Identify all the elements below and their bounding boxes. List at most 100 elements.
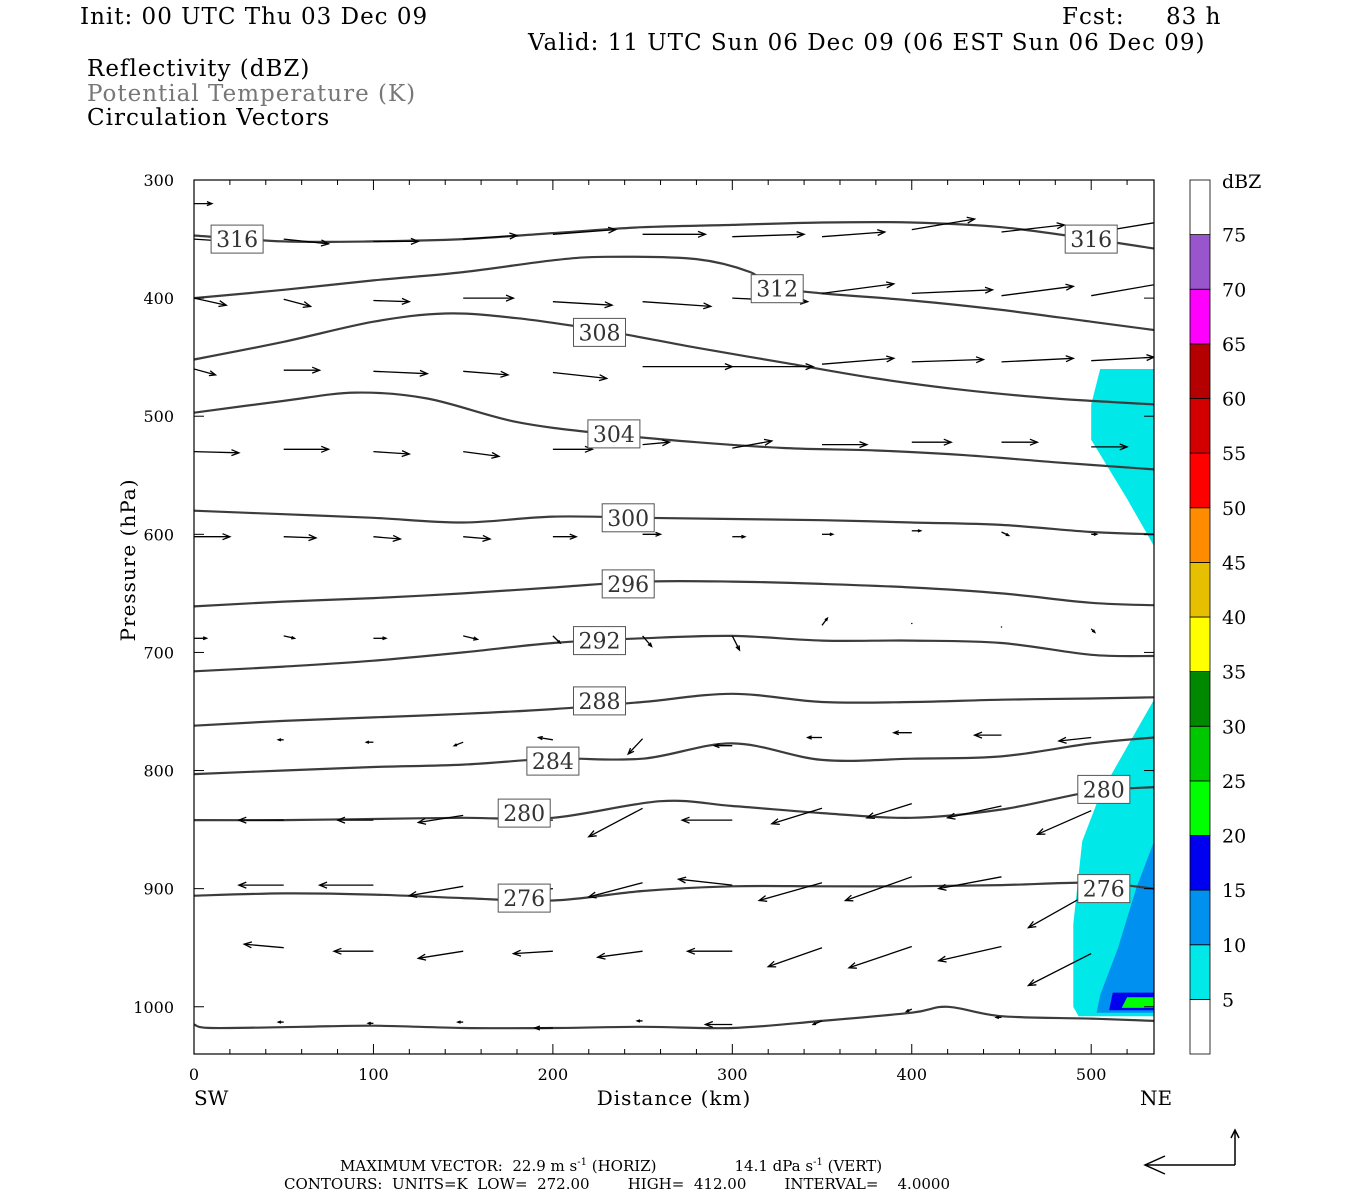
circulation-vector (1001, 222, 1067, 233)
y-tick-label: 300 (143, 171, 174, 190)
contour-label-292: 292 (573, 626, 626, 656)
colorbar-swatch (1189, 343, 1211, 399)
colorbar-title: dBZ (1222, 171, 1261, 193)
theta-contour-276 (194, 881, 1154, 902)
circulation-vector (237, 881, 284, 889)
x-tick-label: 200 (538, 1065, 569, 1084)
circulation-vector (627, 738, 644, 756)
circulation-vector (770, 807, 823, 826)
max-vector-line: MAXIMUM VECTOR: 22.9 m s-1 (HORIZ) 14.1 d… (340, 1157, 883, 1175)
circulation-vector (276, 738, 284, 742)
circulation-vector (1001, 355, 1076, 363)
colorbar-level-label: 45 (1222, 552, 1246, 574)
circulation-vector (194, 297, 229, 308)
contour-label-276: 276 (1077, 874, 1131, 904)
forecast-label: Fcst: (1062, 4, 1125, 30)
field-label-theta: Potential Temperature (K) (87, 81, 417, 107)
circulation-vector (685, 947, 733, 955)
circulation-vector (335, 816, 374, 824)
colorbar-swatch (1189, 234, 1211, 290)
svg-text:280: 280 (1083, 778, 1125, 803)
theta-contour-296 (194, 579, 1154, 608)
circulation-vector (1091, 443, 1129, 451)
colorbar-level-label: 25 (1222, 771, 1246, 793)
circulation-vector (642, 301, 713, 310)
circulation-vector (194, 636, 209, 641)
svg-text:316: 316 (216, 228, 258, 253)
field-label-reflectivity: Reflectivity (dBZ) (87, 56, 311, 82)
circulation-vector (194, 200, 214, 207)
y-tick-label: 900 (143, 880, 174, 899)
circulation-vector (822, 532, 835, 537)
colorbar-level-label: 5 (1222, 989, 1234, 1011)
circulation-vector (821, 281, 896, 295)
circulation-vector (757, 882, 823, 902)
circulation-vector (642, 230, 708, 238)
colorbar-swatch (1189, 616, 1211, 672)
circulation-vector (676, 876, 733, 886)
circulation-vector (552, 301, 614, 309)
colorbar-swatch (1189, 452, 1211, 509)
contour-label-296: 296 (601, 569, 655, 599)
contour-label-316: 316 (210, 224, 264, 254)
circulation-vector (1091, 532, 1099, 537)
circulation-vector (317, 881, 374, 889)
theta-contour-300 (194, 509, 1154, 536)
circulation-vector (552, 445, 595, 453)
theta-contour-308 (194, 312, 1154, 406)
svg-text:288: 288 (579, 690, 621, 715)
circulation-vector (194, 368, 218, 377)
circulation-vector (847, 945, 913, 969)
contour-label-288: 288 (573, 686, 626, 716)
circulation-vector (821, 355, 896, 365)
circulation-vector (533, 1025, 553, 1031)
colorbar-level-label: 75 (1222, 225, 1246, 247)
circulation-vector (463, 635, 480, 641)
circulation-vector (552, 533, 578, 540)
x-tick-label: 100 (358, 1065, 389, 1084)
contour-label-300: 300 (601, 503, 655, 533)
circulation-vector (1091, 353, 1154, 362)
circulation-vector (732, 362, 815, 371)
circulation-vector (936, 876, 1002, 891)
circulation-vector (642, 531, 663, 537)
circulation-vector (642, 635, 653, 648)
theta-contour-292 (194, 634, 1154, 673)
forecast-hour: 83 h (1166, 4, 1222, 30)
colorbar-swatch (1189, 835, 1211, 891)
circulation-vector (407, 885, 464, 899)
circulation-vector (242, 941, 284, 949)
circulation-vector (283, 298, 313, 309)
colorbar-swatch (1189, 507, 1211, 563)
circulation-vector (587, 807, 643, 838)
svg-text:284: 284 (532, 750, 574, 775)
circulation-vector (1057, 736, 1092, 744)
circulation-vector (811, 1020, 823, 1026)
colorbar-level-label: 50 (1222, 498, 1246, 520)
circulation-vector (731, 635, 741, 652)
circulation-vector (511, 949, 553, 957)
reflectivity-area-20dbz (1121, 997, 1154, 1008)
circulation-vector (843, 876, 913, 902)
circulation-vector (865, 802, 912, 820)
svg-text:304: 304 (593, 423, 635, 448)
colorbar-level-label: 40 (1222, 607, 1246, 629)
circulation-vector (587, 882, 643, 899)
reflectivity-fill-layer (1073, 369, 1154, 1017)
circulation-vector (283, 366, 322, 374)
circulation-vector (642, 362, 735, 371)
colorbar-swatch (1189, 562, 1211, 618)
circulation-vector (194, 533, 232, 541)
theta-contour-layer (194, 220, 1154, 1030)
colorbar-swatch (1189, 889, 1211, 946)
circulation-vector (552, 635, 562, 645)
svg-text:276: 276 (1083, 878, 1125, 903)
circulation-vector (276, 1020, 284, 1024)
colorbar: 5 10 15 20 25 30 35 40 45 50 55 60 65 70 75 dBZ (1189, 171, 1261, 1055)
circulation-vector (703, 1020, 733, 1029)
circulation-vector (712, 743, 733, 749)
svg-text:292: 292 (579, 630, 621, 655)
circulation-vector (994, 1015, 1002, 1020)
circulation-vector (237, 816, 284, 824)
circulation-vector (536, 735, 554, 741)
